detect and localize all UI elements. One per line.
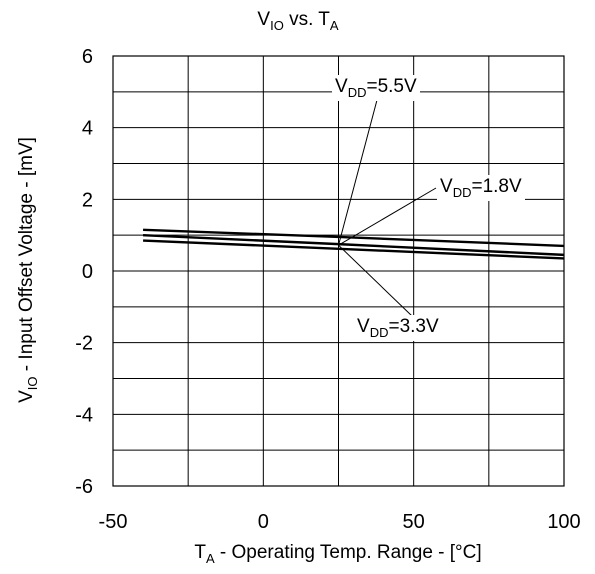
annotation-background (332, 75, 420, 101)
annotation-background (354, 315, 442, 341)
x-tick-label: -50 (99, 511, 128, 533)
annotation-vdd-3-3v: VDD=3.3V (357, 316, 439, 340)
annotation-background (437, 175, 525, 201)
x-tick-label: 0 (258, 511, 269, 533)
annotation-vdd-5-5v: VDD=5.5V (335, 76, 417, 100)
series-lines (143, 228, 565, 260)
tick-labels: -50 0 50 100 -6 -4 -2 0 2 4 6 (75, 46, 580, 533)
x-tick-label: 50 (403, 511, 425, 533)
y-tick-label: 4 (82, 118, 93, 140)
y-axis-title: VIO - Input Offset Voltage - [mV] (16, 137, 40, 403)
annotation-leaders (338, 99, 437, 317)
series-line (143, 239, 565, 260)
y-tick-label: -6 (75, 476, 93, 498)
series-line (143, 228, 565, 248)
annotation-backgrounds (332, 75, 525, 341)
annotation-leader-line (338, 187, 437, 246)
plot-frame (112, 55, 565, 487)
grid-lines (113, 56, 564, 486)
chart-title: VIO vs. TA (257, 9, 339, 33)
y-tick-label: 0 (82, 261, 93, 283)
y-tick-label: 6 (82, 46, 93, 68)
y-tick-label: -4 (75, 404, 93, 426)
x-tick-label: 100 (547, 511, 580, 533)
annotation-leader-line (338, 244, 413, 317)
x-axis-title: TA - Operating Temp. Range - [°C] (194, 542, 481, 566)
annotation-leader-line (338, 99, 378, 246)
y-tick-label: 2 (82, 189, 93, 211)
y-tick-label: -2 (75, 333, 93, 355)
annotation-vdd-1-8v: VDD=1.8V (440, 176, 522, 200)
